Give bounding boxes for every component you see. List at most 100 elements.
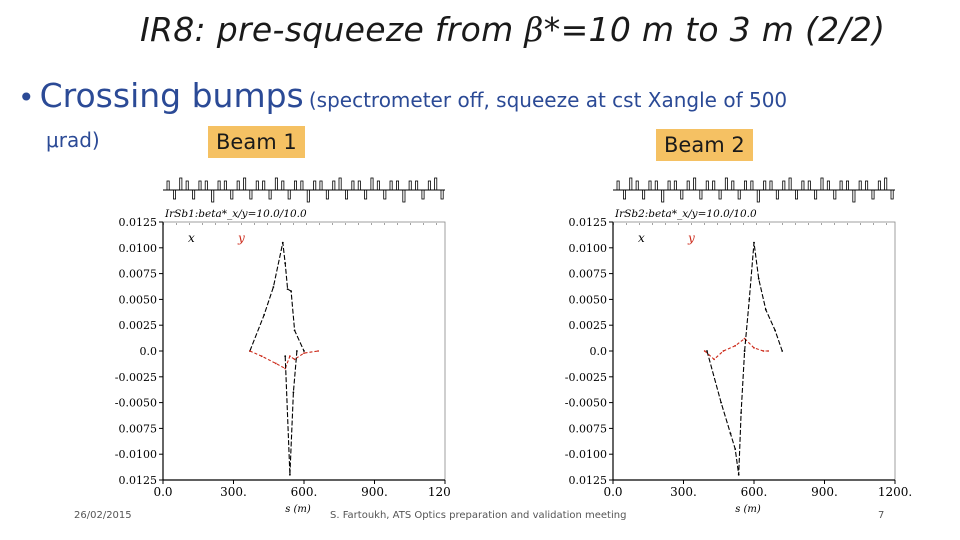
lattice-magnet (712, 180, 716, 191)
lattice-magnet (313, 180, 317, 191)
data-point-y (289, 355, 291, 358)
series-line-y (249, 350, 319, 370)
lattice-magnet (249, 189, 253, 200)
lattice-magnet (344, 189, 348, 200)
y-tick-label: 0.0 (140, 345, 158, 358)
data-point-x (753, 241, 755, 244)
lattice-magnet (268, 189, 272, 200)
lattice-magnet (852, 189, 856, 203)
lattice-magnet (364, 189, 368, 200)
bullet-line: • Crossing bumps (spectrometer off, sque… (18, 76, 948, 115)
y-tick-label: 0.0050 (119, 293, 158, 306)
lattice-magnet (325, 189, 329, 200)
lattice-magnet (680, 189, 684, 200)
lattice-magnet (865, 180, 869, 191)
y-tick-label: 0.0075 (119, 268, 158, 281)
lattice-magnet (845, 180, 849, 191)
data-point-x (729, 432, 732, 435)
x-tick-label: 600. (291, 485, 318, 499)
x-tick-label: 900. (361, 485, 388, 499)
data-point-x (290, 290, 292, 292)
lattice-magnet (274, 177, 278, 191)
x-tick-label: 1200. (428, 485, 450, 499)
lattice-magnet (654, 180, 658, 191)
y-tick-label: 0.0125 (569, 216, 608, 229)
lattice-magnet (667, 180, 671, 191)
data-point-y (249, 350, 251, 352)
beam2-chart: 0.0125 0.0100 0.0075 0.0050 0.0025 0.0 -0.0025… (565, 177, 912, 515)
data-point-x (272, 286, 275, 288)
data-point-y (303, 352, 305, 354)
lattice-magnet (693, 177, 697, 191)
lattice-magnet (807, 180, 811, 191)
data-point-y (767, 350, 769, 352)
lattice-magnet (724, 177, 728, 191)
lattice-magnet (395, 180, 399, 191)
series-line-x (744, 242, 783, 352)
footer-date: 26/02/2015 (74, 510, 132, 521)
lattice-magnet (890, 189, 894, 200)
lattice-magnet (629, 177, 633, 191)
data-point-x (764, 308, 767, 311)
y-tick-label: -0.0025 (565, 371, 607, 384)
bullet-main: Crossing bumps (39, 76, 304, 115)
plot-frame (612, 221, 896, 481)
y-tick-label: 0.0025 (569, 319, 608, 332)
data-point-x (737, 473, 740, 476)
lattice-magnet (731, 180, 735, 191)
lattice-magnet (230, 189, 234, 200)
lattice-magnet (351, 180, 355, 191)
lattice-magnet (293, 180, 297, 191)
y-tick-label: 0.0125 (119, 216, 158, 229)
x-tick-label: 300. (670, 485, 697, 499)
data-point-x (296, 350, 298, 352)
lattice-magnet (616, 180, 620, 191)
footer-page-number: 7 (878, 510, 885, 521)
bullet-continuation: μrad) (46, 128, 100, 152)
data-point-x (748, 298, 751, 301)
lattice-magnet (884, 177, 888, 191)
lattice-magnet (839, 180, 843, 191)
lattice-magnet (635, 180, 639, 191)
lattice-magnet (415, 180, 419, 191)
beam1-label: Beam 1 (208, 126, 305, 158)
title-suffix: *=10 m to 3 m (2/2) (543, 10, 886, 49)
lattice-magnet (642, 189, 646, 200)
x-tick-label: 0.0 (603, 485, 622, 499)
data-point-x (286, 288, 289, 290)
legend-y: y (687, 231, 695, 245)
data-point-x (289, 473, 291, 476)
lattice-magnet (421, 189, 425, 200)
y-tick-label: -0.0100 (115, 448, 157, 461)
data-point-y (743, 337, 746, 340)
lattice-magnet (826, 180, 830, 191)
legend-x: x (188, 231, 195, 245)
lattice-magnet (750, 180, 754, 191)
lattice-magnet (858, 180, 862, 191)
lattice-magnet (794, 189, 798, 200)
data-point-y (274, 362, 277, 365)
lattice-magnet (179, 177, 183, 191)
x-axis-label: s (m) (735, 504, 761, 515)
lattice-magnet (833, 189, 837, 200)
lattice-magnet (211, 189, 215, 203)
lattice-magnet (192, 189, 196, 200)
lattice-magnet (705, 180, 709, 191)
lattice-magnet (204, 180, 208, 191)
data-point-y (753, 347, 755, 349)
series-line-x (706, 350, 746, 475)
title-beta: β (524, 10, 544, 49)
legend-x: x (638, 231, 645, 245)
data-point-x (743, 350, 746, 352)
series-line-x (284, 350, 298, 475)
lattice-magnet (623, 189, 627, 200)
lattice-magnet (775, 189, 779, 200)
beam1-chart: 0.0125 0.0100 0.0075 0.0050 0.0025 0.0 -0.0025… (115, 177, 450, 515)
lattice-magnet (173, 189, 177, 200)
lattice-magnet (376, 180, 380, 191)
lattice-magnet (788, 177, 792, 191)
y-tick-label: 0.0125 (569, 474, 608, 487)
lattice-magnet (262, 180, 266, 191)
lattice-magnet (877, 180, 881, 191)
y-tick-label: 0.0025 (119, 319, 158, 332)
